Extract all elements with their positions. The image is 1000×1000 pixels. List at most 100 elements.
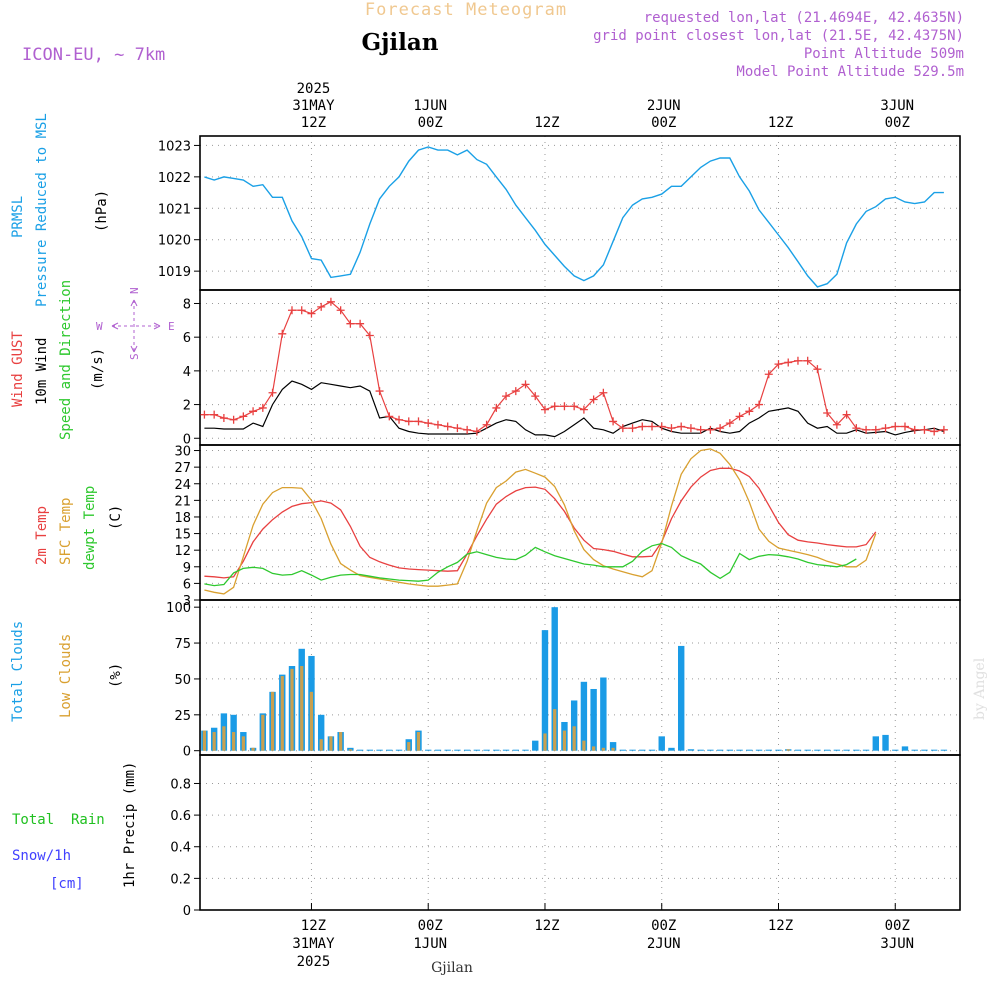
y-tick-label: 1021 xyxy=(158,202,191,217)
bottom-date-label: 31MAY xyxy=(292,936,335,952)
wind10m-label: 10m Wind xyxy=(34,338,50,405)
top-year-label: 2025 xyxy=(297,81,331,97)
panel-2: 0 2 4 6 8 xyxy=(183,289,961,447)
total-cloud-bar xyxy=(463,749,471,751)
gust-marker xyxy=(774,360,783,369)
svg-text:S: S xyxy=(128,353,141,360)
total-cloud-bar xyxy=(386,749,393,751)
compass-icon: W E N S xyxy=(96,287,175,360)
top-date-label: 2JUN xyxy=(647,98,681,114)
y-tick-label: 0.2 xyxy=(170,872,191,887)
temp-labels: 2m Temp SFC Temp dewpt Temp (C) xyxy=(34,486,124,570)
model-label: ICON-EU, ~ 7km xyxy=(22,45,165,65)
total-cloud-bar xyxy=(716,749,724,751)
prmsl-label: PRMSL xyxy=(10,196,26,238)
low-cloud-bar xyxy=(416,732,421,751)
gust-marker xyxy=(725,419,734,428)
low-cloud-bar xyxy=(261,714,265,751)
gust-marker xyxy=(589,395,598,404)
total-cloud-bar xyxy=(823,749,831,751)
gust-marker xyxy=(609,417,618,426)
gust-marker xyxy=(842,410,851,419)
gust-marker xyxy=(463,425,472,434)
y-tick-label: 6 xyxy=(183,331,191,346)
y-tick-label: 21 xyxy=(174,494,191,509)
gust-marker xyxy=(521,380,530,389)
location-title: Gjilan xyxy=(361,29,438,56)
total-cloud-bar xyxy=(892,749,899,751)
gust-marker xyxy=(667,424,676,433)
low-cloud-bar xyxy=(290,668,294,751)
gust-marker xyxy=(540,405,549,414)
panel-frame xyxy=(199,135,961,291)
low-cloud-bar xyxy=(543,733,547,751)
gust-marker xyxy=(832,420,841,429)
gust-marker xyxy=(638,422,647,431)
y-tick-label: 15 xyxy=(174,528,191,543)
top-date-label: 3JUN xyxy=(880,98,914,114)
gust-marker xyxy=(550,402,559,411)
low-cloud-bar xyxy=(280,676,284,751)
gust-marker xyxy=(219,414,228,423)
y-tick-label: 0 xyxy=(183,432,191,447)
gust-marker xyxy=(570,402,579,411)
precip-labels: Total Rain Snow/1h [cm] 1hr Precip (mm) xyxy=(12,762,138,892)
total-cloud-bar xyxy=(512,749,519,751)
low-cloud-bar xyxy=(212,732,216,751)
y-tick-label: 8 xyxy=(183,297,191,312)
total-cloud-bar xyxy=(882,734,889,751)
gust-marker xyxy=(784,358,793,367)
gust-marker xyxy=(356,319,365,328)
total-cloud-bar xyxy=(930,749,938,751)
low-cloud-bar xyxy=(553,709,557,751)
gust-marker xyxy=(453,424,462,433)
t2m-line xyxy=(204,467,877,579)
y-tick-label: 1020 xyxy=(158,234,191,249)
gust-marker xyxy=(686,424,695,433)
svg-text:W: W xyxy=(96,320,103,333)
total-cloud-bar xyxy=(911,749,918,751)
y-tick-label: 50 xyxy=(174,673,191,688)
low-cloud-bar xyxy=(611,747,615,751)
bottom-tick-label: 00Z xyxy=(418,918,443,934)
total-cloud-bar xyxy=(726,749,734,751)
gust-marker xyxy=(696,425,705,434)
gust-marker xyxy=(346,319,355,328)
top-tick-label: 00Z xyxy=(418,115,443,131)
top-date-label: 31MAY xyxy=(292,98,335,114)
low-clouds-label: Low Clouds xyxy=(58,634,74,718)
y-tick-label: 30 xyxy=(174,445,191,460)
pressure-msl-label: Pressure Reduced to MSL xyxy=(34,113,50,307)
total-cloud-bar xyxy=(366,749,374,751)
total-cloud-bar xyxy=(668,747,675,751)
gust-marker xyxy=(424,419,433,428)
gust-label: Wind GUST xyxy=(10,331,26,407)
low-cloud-bar xyxy=(241,736,245,751)
total-cloud-bar xyxy=(522,749,529,751)
y-tick-label: 3 xyxy=(183,594,191,609)
total-cloud-bar xyxy=(580,681,588,751)
total-cloud-bar xyxy=(639,749,646,751)
temp-unit: (C) xyxy=(108,505,124,530)
total-cloud-bar xyxy=(502,749,510,751)
y-tick-label: 4 xyxy=(183,365,191,380)
gust-marker xyxy=(706,425,715,434)
y-tick-label: 27 xyxy=(174,461,191,476)
low-cloud-bar xyxy=(232,732,236,751)
total-cloud-bar xyxy=(532,740,539,751)
wind-series xyxy=(200,297,948,438)
wind-speed-line xyxy=(204,380,945,438)
gust-marker xyxy=(755,400,764,409)
total-rain-label: Total Rain xyxy=(12,812,105,828)
bottom-tick-label: 00Z xyxy=(885,918,910,934)
gust-marker xyxy=(258,403,267,412)
total-cloud-bar xyxy=(444,749,451,751)
low-cloud-bar xyxy=(348,749,352,751)
gust-marker xyxy=(414,417,423,426)
total-cloud-bar xyxy=(590,688,597,751)
gust-marker xyxy=(852,424,861,433)
gust-marker xyxy=(502,392,511,401)
gust-marker xyxy=(910,425,919,434)
total-cloud-bar xyxy=(833,749,841,751)
